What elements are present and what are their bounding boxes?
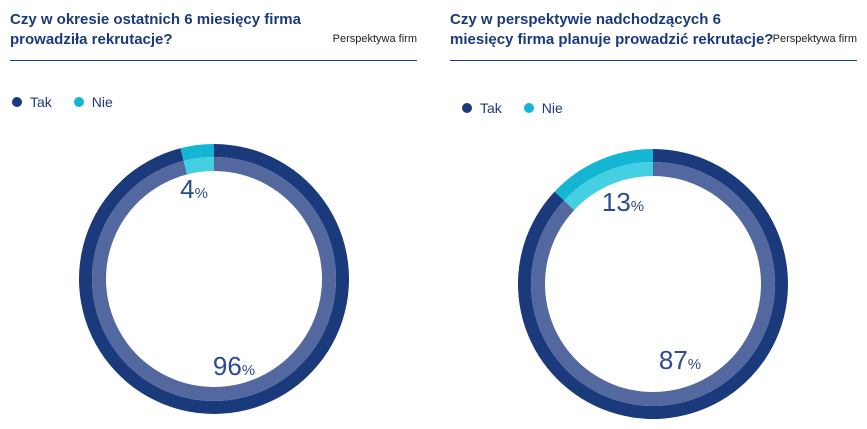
slice-nie-inner — [183, 157, 214, 175]
legend-label-nie: Nie — [91, 94, 113, 110]
slice-nie-outer — [554, 149, 653, 201]
data-label-tak: 96% — [213, 351, 255, 381]
data-label-nie: 4% — [180, 174, 208, 204]
data-label-tak-unit: % — [242, 362, 255, 379]
data-label-tak-value: 96 — [213, 351, 242, 381]
data-label-nie: 13% — [602, 187, 644, 217]
legend-item-tak: Tak — [462, 100, 502, 116]
legend-label-tak: Tak — [480, 100, 502, 116]
data-label-nie-value: 4 — [180, 174, 194, 204]
legend-dot-tak — [462, 103, 472, 113]
chart-title: Czy w perspektywie nadchodzących 6 miesi… — [450, 11, 774, 48]
data-label-nie-unit: % — [195, 185, 208, 202]
legend-dot-nie — [523, 103, 534, 113]
legend-label-nie: Nie — [541, 100, 563, 116]
data-label-tak-unit: % — [688, 356, 701, 373]
data-label-tak-value: 87 — [659, 345, 688, 375]
slice-nie-inner — [564, 162, 653, 211]
title-divider — [10, 60, 417, 61]
chart-legend: Tak Nie — [462, 100, 585, 116]
slice-nie-outer — [180, 144, 214, 161]
data-label-nie-unit: % — [631, 198, 644, 215]
data-label-nie-value: 13 — [602, 187, 631, 217]
legend-dot-tak — [12, 97, 22, 107]
chart-legend: Tak Nie — [12, 94, 135, 110]
donut-chart-recent: 4% 96% — [78, 144, 349, 415]
legend-item-nie: Nie — [73, 94, 113, 110]
chart-subtitle: Perspektywa firm — [772, 33, 857, 45]
legend-dot-nie — [73, 97, 84, 107]
donut-chart-upcoming: 13% 87% — [518, 149, 788, 419]
legend-label-tak: Tak — [30, 94, 52, 110]
legend-item-tak: Tak — [12, 94, 52, 110]
chart-subtitle: Perspektywa firm — [332, 33, 417, 45]
chart-title: Czy w okresie ostatnich 6 miesięcy firma… — [10, 11, 301, 48]
legend-item-nie: Nie — [523, 100, 563, 116]
title-divider — [450, 60, 857, 61]
data-label-tak: 87% — [659, 345, 701, 375]
